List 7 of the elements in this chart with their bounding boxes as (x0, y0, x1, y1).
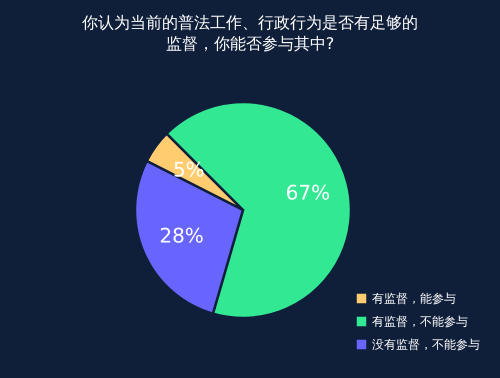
chart-title: 你认为当前的普法工作、行政行为是否有足够的监督，你能否参与其中? (81, 13, 418, 53)
data-label: 5% (172, 158, 205, 182)
legend-label: 有监督，不能参与 (372, 314, 468, 328)
data-label: 28% (159, 224, 204, 248)
legend-label: 有监督，能参与 (372, 292, 456, 306)
legend-label: 没有监督，不能参与 (372, 338, 480, 352)
data-label: 67% (286, 180, 330, 204)
